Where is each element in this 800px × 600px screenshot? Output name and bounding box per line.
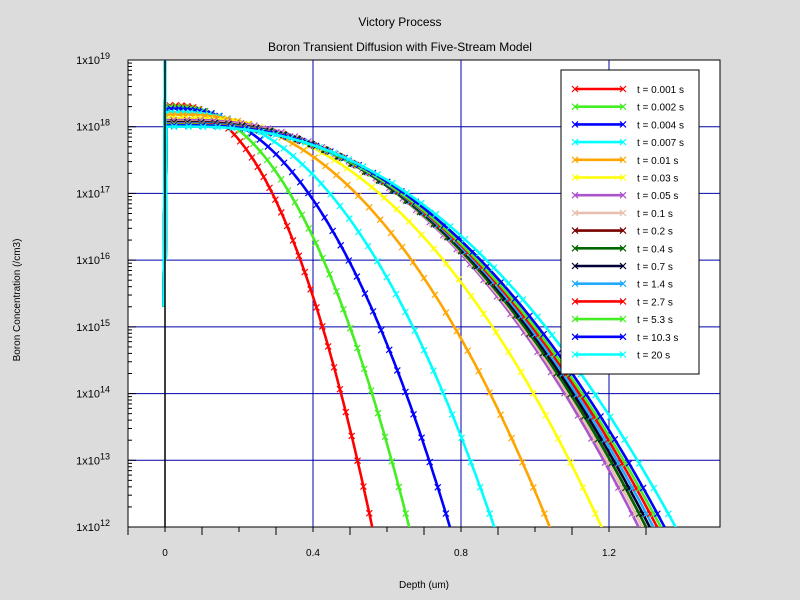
x-tick-label: 0.4 xyxy=(306,548,320,559)
legend-marker xyxy=(571,85,627,93)
legend-marker xyxy=(571,262,627,270)
legend-label: t = 0.001 s xyxy=(637,85,684,96)
legend-label: t = 0.007 s xyxy=(637,138,684,149)
legend-marker xyxy=(571,297,627,305)
y-tick-label: 1x1019 xyxy=(76,51,110,67)
legend-label: t = 2.7 s xyxy=(637,297,673,308)
chart-subtitle: Boron Transient Diffusion with Five-Stre… xyxy=(268,40,532,54)
y-tick-base: 1x10 xyxy=(76,188,100,200)
y-tick-label: 1x1016 xyxy=(76,251,110,267)
series-curves xyxy=(162,60,677,527)
legend-label: t = 0.2 s xyxy=(637,227,673,238)
y-tick-base: 1x10 xyxy=(76,455,100,467)
legend: t = 0.001 s t = 0.002 s t = 0.004 s t = 0.0… xyxy=(560,69,700,375)
y-tick-exponent: 18 xyxy=(100,118,110,128)
y-tick-exponent: 19 xyxy=(100,51,110,61)
legend-marker xyxy=(571,333,627,341)
y-tick-base: 1x10 xyxy=(76,522,100,534)
legend-label: t = 20 s xyxy=(637,351,670,362)
legend-label: t = 0.004 s xyxy=(637,120,684,131)
legend-marker xyxy=(571,138,627,146)
y-tick-exponent: 17 xyxy=(100,184,110,194)
legend-marker xyxy=(571,120,627,128)
x-tick-label: 0.8 xyxy=(454,548,468,559)
axes: 0 0.4 0.8 1.21x10191x10181x10171x10161x1015… xyxy=(76,51,647,559)
legend-label: t = 0.002 s xyxy=(637,103,684,114)
legend-label: t = 0.7 s xyxy=(637,262,673,273)
y-tick-label: 1x1015 xyxy=(76,318,110,334)
legend-marker xyxy=(571,209,627,217)
y-tick-base: 1x10 xyxy=(76,55,100,67)
legend-marker xyxy=(571,227,627,235)
legend-label: t = 0.1 s xyxy=(637,209,673,220)
y-tick-exponent: 16 xyxy=(100,251,110,261)
legend-marker xyxy=(571,315,627,323)
chart-title: Victory Process xyxy=(358,15,441,29)
legend-label: t = 0.03 s xyxy=(637,174,678,185)
legend-marker xyxy=(571,191,627,199)
y-tick-exponent: 14 xyxy=(100,385,110,395)
y-tick-base: 1x10 xyxy=(76,122,100,134)
legend-label: t = 1.4 s xyxy=(637,280,673,291)
legend-label: t = 10.3 s xyxy=(637,333,678,344)
legend-label: t = 5.3 s xyxy=(637,315,673,326)
legend-marker xyxy=(571,103,627,111)
y-tick-exponent: 13 xyxy=(100,451,110,461)
y-tick-base: 1x10 xyxy=(76,389,100,401)
legend-marker xyxy=(571,156,627,164)
legend-box xyxy=(560,69,700,375)
x-axis-label: Depth (um) xyxy=(399,580,449,591)
y-axis-label: Boron Concentration (/cm3) xyxy=(12,239,23,362)
legend-marker xyxy=(571,244,627,252)
y-tick-label: 1x1018 xyxy=(76,118,110,134)
y-tick-label: 1x1017 xyxy=(76,184,110,200)
legend-marker xyxy=(571,351,627,358)
legend-label: t = 0.05 s xyxy=(637,191,678,202)
x-tick-label: 0 xyxy=(162,548,168,559)
y-tick-base: 1x10 xyxy=(76,255,100,267)
y-tick-label: 1x1013 xyxy=(76,451,110,467)
y-tick-exponent: 12 xyxy=(100,518,110,528)
legend-label: t = 0.4 s xyxy=(637,244,673,255)
x-tick-label: 1.2 xyxy=(602,548,616,559)
legend-marker xyxy=(571,280,627,288)
legend-label: t = 0.01 s xyxy=(637,156,678,167)
legend-marker xyxy=(571,174,627,181)
y-tick-base: 1x10 xyxy=(76,322,100,334)
y-tick-label: 1x1014 xyxy=(76,385,110,401)
y-tick-exponent: 15 xyxy=(100,318,110,328)
y-tick-label: 1x1012 xyxy=(76,518,110,534)
